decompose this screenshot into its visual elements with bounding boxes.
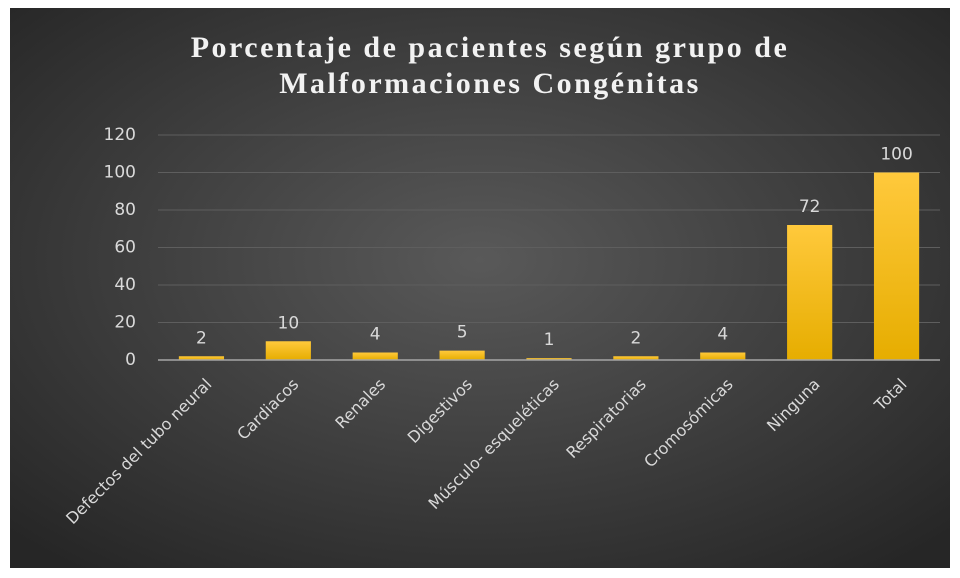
bar: [526, 358, 572, 360]
data-label: 1: [544, 330, 555, 350]
bar: [613, 356, 659, 360]
data-label: 2: [630, 328, 641, 348]
y-tick-label: 80: [114, 200, 136, 220]
bar: [352, 352, 398, 360]
data-label: 10: [278, 313, 300, 333]
y-tick-label: 100: [104, 163, 136, 183]
y-tick-label: 0: [125, 350, 136, 370]
bar: [787, 225, 833, 360]
y-tick-label: 120: [104, 125, 136, 145]
y-tick-label: 60: [114, 238, 136, 258]
data-label: 72: [799, 197, 821, 217]
bar: [439, 350, 485, 360]
data-label: 4: [717, 325, 728, 345]
chart-title: Malformaciones Congénitas: [279, 67, 701, 100]
bar: [700, 352, 746, 360]
data-label: 5: [457, 323, 468, 343]
y-tick-label: 40: [114, 275, 136, 295]
bar: [265, 341, 311, 360]
bar: [178, 356, 225, 360]
chart-title: Porcentaje de pacientes según grupo de: [191, 31, 790, 64]
data-label: 2: [196, 328, 207, 348]
y-tick-label: 20: [114, 313, 136, 333]
bar: [873, 172, 920, 360]
data-label: 100: [880, 145, 912, 165]
data-label: 4: [370, 325, 381, 345]
